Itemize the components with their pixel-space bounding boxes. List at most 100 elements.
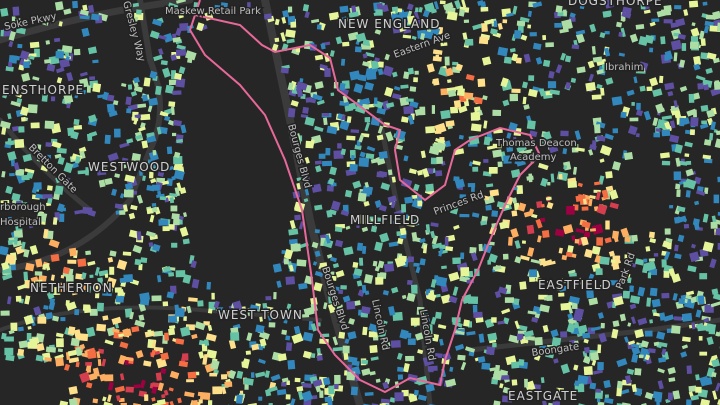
building (340, 285, 347, 290)
building (323, 117, 328, 126)
building (678, 298, 685, 305)
building (270, 374, 281, 382)
building (460, 252, 465, 260)
building (212, 386, 223, 395)
building (418, 6, 423, 13)
building (610, 259, 616, 264)
building (259, 316, 263, 322)
building (454, 178, 466, 189)
building (165, 84, 174, 94)
building (449, 366, 454, 372)
building (283, 317, 288, 324)
building (425, 126, 436, 134)
building (186, 379, 194, 383)
building (668, 377, 676, 383)
building (608, 250, 615, 257)
building (601, 63, 610, 73)
building (294, 214, 301, 221)
building (52, 217, 58, 225)
building (709, 258, 717, 269)
building (43, 228, 49, 239)
building (364, 81, 375, 91)
building (488, 253, 498, 264)
building (516, 185, 524, 195)
building (211, 292, 215, 300)
building (426, 63, 435, 73)
building (517, 330, 527, 335)
building (74, 156, 81, 164)
building (689, 251, 700, 263)
building (316, 348, 321, 354)
building (276, 280, 282, 288)
building (588, 297, 599, 306)
building (463, 319, 470, 327)
building (499, 375, 510, 380)
building (313, 282, 323, 292)
building (314, 270, 324, 278)
building (314, 165, 322, 173)
landmark-label: Academy (510, 152, 557, 163)
building (132, 244, 143, 254)
building (54, 185, 64, 195)
building (483, 159, 489, 163)
building (10, 100, 22, 107)
building (326, 185, 334, 192)
building (489, 367, 496, 372)
building (629, 303, 637, 310)
building (688, 93, 695, 103)
building (179, 187, 187, 195)
building (146, 132, 152, 138)
building (311, 183, 322, 193)
building (224, 381, 233, 388)
building (151, 203, 157, 207)
building (18, 126, 25, 133)
building (407, 3, 414, 11)
building (450, 106, 459, 114)
building (616, 358, 628, 368)
building (667, 242, 672, 250)
building (485, 183, 494, 188)
building (635, 24, 645, 30)
building (711, 288, 719, 295)
building (166, 178, 173, 187)
building (560, 331, 568, 338)
building (445, 67, 454, 77)
building (468, 161, 473, 167)
building (599, 256, 610, 265)
building (413, 10, 420, 20)
building (274, 18, 280, 26)
building (71, 161, 79, 169)
building (148, 158, 156, 168)
building (631, 383, 637, 393)
building (540, 345, 547, 353)
building (711, 358, 720, 368)
building (4, 336, 14, 342)
building (658, 341, 668, 348)
building (612, 320, 620, 327)
building (179, 226, 189, 237)
building (502, 253, 509, 260)
building (8, 40, 14, 48)
building (285, 342, 293, 352)
building (298, 221, 304, 230)
building (86, 133, 93, 142)
building (271, 43, 279, 52)
building (68, 386, 78, 395)
building (645, 246, 651, 252)
building (342, 295, 351, 303)
building (124, 174, 136, 183)
building (104, 339, 114, 346)
building (337, 113, 343, 120)
building (196, 22, 205, 32)
building (139, 170, 143, 176)
building (453, 176, 460, 182)
building (468, 351, 475, 357)
building (26, 333, 32, 340)
building (615, 21, 623, 28)
building (648, 231, 655, 239)
building (448, 295, 458, 304)
building (409, 86, 417, 92)
building (218, 307, 224, 313)
building (4, 144, 12, 149)
